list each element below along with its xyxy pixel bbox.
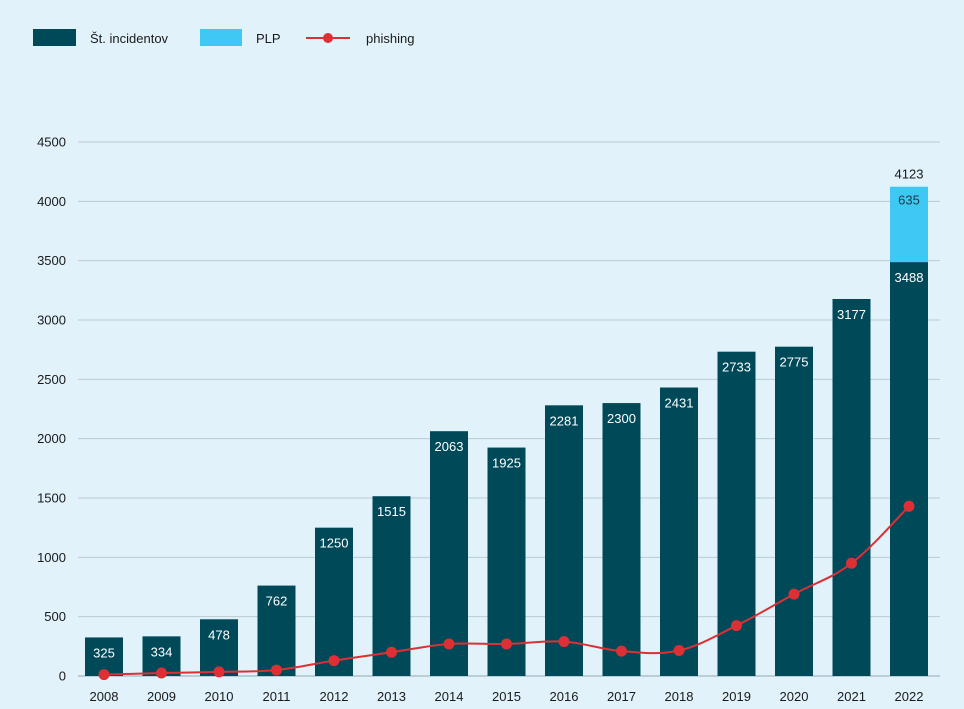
bar-incidents-2014 [430, 431, 468, 676]
bar-value-label: 334 [151, 644, 173, 659]
bar-plp-2022 [890, 186, 928, 263]
legend-label-phishing: phishing [366, 31, 414, 46]
phishing-point-2020 [788, 588, 800, 600]
phishing-point-2017 [616, 645, 627, 657]
bar-value-label: 3177 [837, 307, 866, 322]
y-tick-label: 2500 [37, 372, 66, 387]
bar-value-label: 2063 [435, 439, 464, 454]
bar-incidents-2011 [257, 585, 296, 676]
x-tick-label: 2022 [895, 689, 924, 704]
phishing-point-2009 [156, 667, 167, 679]
phishing-point-2014 [443, 638, 455, 650]
bar-incidents-2015 [487, 447, 526, 676]
x-tick-label: 2016 [550, 689, 579, 704]
legend-swatch--t-incidentov [33, 29, 76, 46]
phishing-point-2010 [213, 666, 225, 678]
phishing-point-2016 [558, 636, 570, 648]
x-tick-label: 2020 [780, 689, 809, 704]
x-axis: 2008 2009 2010 2011 2012 2013 2014 2015 2016 2017… [90, 689, 924, 704]
phishing-point-2019 [731, 620, 742, 632]
x-tick-label: 2017 [607, 689, 636, 704]
bar-value-label: 3488 [895, 270, 924, 285]
x-tick-label: 2012 [320, 689, 349, 704]
bar-value-label: 1515 [377, 504, 406, 519]
phishing-line-layer [98, 500, 915, 681]
bar-value-label: 2775 [780, 355, 809, 370]
bar-value-label: 1250 [320, 536, 349, 551]
x-tick-label: 2010 [205, 689, 234, 704]
phishing-point-2012 [328, 655, 340, 667]
bar-value-label: 2431 [665, 396, 694, 411]
y-tick-label: 500 [44, 609, 66, 624]
x-tick-label: 2014 [435, 689, 464, 704]
bar-incidents-2018 [660, 387, 698, 676]
bar-incidents-2020 [775, 346, 813, 676]
bar-incidents-2013 [372, 496, 411, 676]
bars: 325 334 478 762 1250 1515 2063 1925 2281 2300 2431… [85, 167, 928, 676]
bar-value-label: 2300 [607, 411, 636, 426]
phishing-point-2011 [271, 664, 282, 676]
y-tick-label: 0 [59, 669, 66, 684]
phishing-point-2021 [846, 557, 857, 569]
bar-value-label: 478 [208, 627, 230, 642]
y-tick-label: 4000 [37, 194, 66, 209]
y-tick-label: 1500 [37, 491, 66, 506]
x-tick-label: 2021 [837, 689, 866, 704]
bar-incidents-2016 [545, 405, 583, 676]
x-tick-label: 2009 [147, 689, 176, 704]
bar-incidents-2021 [832, 298, 871, 676]
y-tick-label: 4500 [37, 135, 66, 150]
x-tick-label: 2013 [377, 689, 406, 704]
bar-incidents-2012 [315, 527, 353, 676]
bar-incidents-2017 [602, 403, 641, 676]
phishing-point-2018 [673, 644, 685, 656]
x-tick-label: 2008 [90, 689, 119, 704]
bar-value-label: 2733 [722, 360, 751, 375]
x-tick-label: 2011 [263, 689, 291, 704]
bar-value-label: 1925 [492, 456, 521, 471]
phishing-point-2013 [386, 646, 397, 658]
y-tick-label: 3000 [37, 313, 66, 328]
stack-value-label: 635 [898, 193, 920, 208]
x-tick-label: 2019 [722, 689, 751, 704]
bar-value-label: 2281 [550, 413, 579, 428]
x-tick-label: 2015 [492, 689, 521, 704]
y-tick-label: 2000 [37, 431, 66, 446]
legend-label-plp: PLP [256, 31, 281, 46]
legend-marker-phishing [323, 33, 333, 43]
y-tick-label: 3500 [37, 253, 66, 268]
bar-value-label: 325 [93, 645, 115, 660]
phishing-point-2022 [903, 500, 915, 512]
phishing-point-2015 [501, 638, 512, 650]
bar-incidents-2022 [890, 262, 928, 676]
x-tick-label: 2018 [665, 689, 694, 704]
phishing-point-2008 [98, 669, 110, 681]
y-tick-label: 1000 [37, 550, 66, 565]
y-axis: 0 500 1000 1500 2000 2500 3000 3500 4000 4500 [37, 135, 66, 684]
legend-label--t-incidentov: Št. incidentov [90, 31, 169, 46]
legend: Št. incidentov PLP phishing [33, 29, 414, 46]
legend-swatch-plp [200, 29, 242, 46]
bar-value-label: 762 [266, 594, 288, 609]
total-value-label: 4123 [895, 167, 924, 182]
